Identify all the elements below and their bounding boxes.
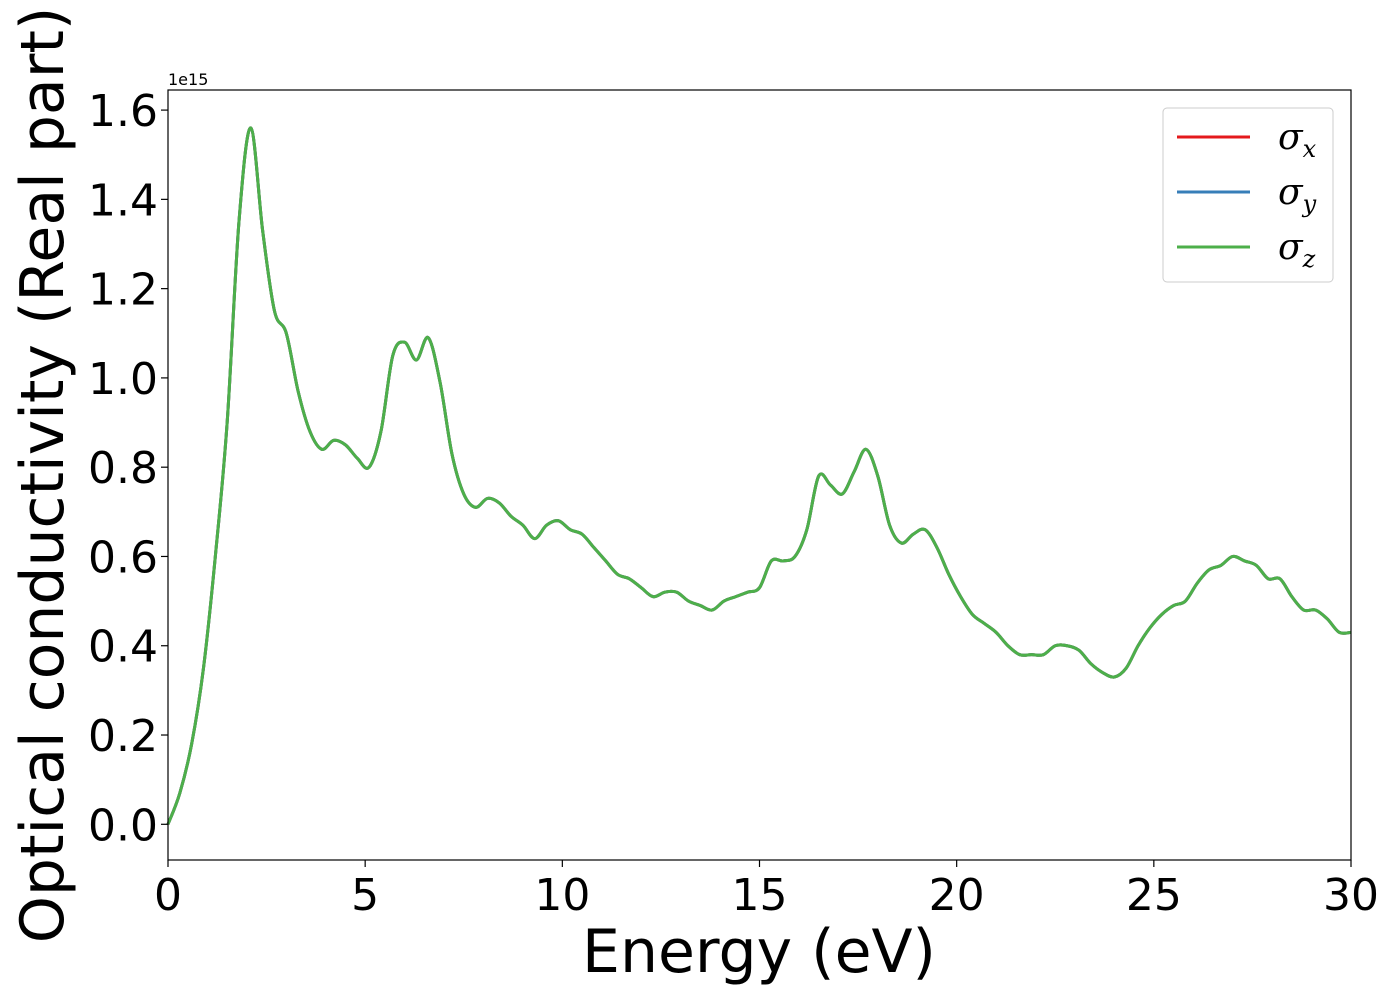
y-offset-text: 1e15 [168,70,208,89]
plot-lines [166,126,1352,825]
x-tick-label: 10 [534,870,590,921]
legend-label-x: σx [1278,117,1317,163]
x-tick-label: 0 [154,870,182,921]
y-axis-ticks: 0.0 0.2 0.4 0.6 0.8 1.0 1.2 1.4 1.6 [88,86,168,851]
series-line-z [166,126,1352,825]
x-tick-label: 25 [1126,870,1182,921]
y-tick-label: 1.6 [88,86,158,137]
y-tick-label: 1.4 [88,175,158,226]
x-tick-label: 5 [351,870,379,921]
y-axis-title: Optical conductivity (Real part) [8,7,78,944]
y-tick-label: 0.4 [88,622,158,673]
y-tick-label: 0.6 [88,532,158,583]
y-tick-label: 0.0 [88,800,158,851]
legend: σx σy σz [1162,107,1334,283]
y-tick-label: 0.2 [88,711,158,762]
y-tick-label: 1.0 [88,354,158,405]
legend-label-y: σy [1278,172,1317,218]
x-tick-label: 15 [732,870,788,921]
x-tick-label: 20 [929,870,985,921]
x-axis-ticks: 0 5 10 15 20 25 30 [154,860,1379,921]
y-tick-label: 1.2 [88,265,158,316]
x-tick-label: 30 [1323,870,1379,921]
legend-box [1162,107,1334,283]
y-tick-label: 0.8 [88,443,158,494]
legend-label-z: σz [1278,227,1316,273]
x-axis-title: Energy (eV) [582,917,936,987]
